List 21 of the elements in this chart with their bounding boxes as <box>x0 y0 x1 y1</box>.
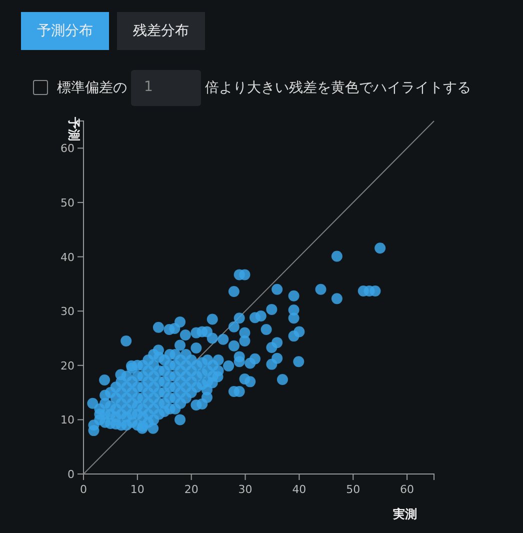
x-tick-label: 0 <box>80 483 87 496</box>
text: 標準偏差の <box>57 79 127 97</box>
x-tick-label: 60 <box>400 483 414 496</box>
y-tick-label: 60 <box>60 142 74 156</box>
button: 残差分布 <box>117 12 205 50</box>
y-tick-label: 30 <box>60 305 74 318</box>
y-axis-title: 予測 <box>67 116 81 141</box>
x-tick-label: 50 <box>346 483 360 496</box>
text: 1 <box>144 79 153 95</box>
x-tick-label: 10 <box>130 483 144 496</box>
x-tick-label: 40 <box>292 483 306 496</box>
x-tick-label: 20 <box>184 483 198 496</box>
y-tick-label: 10 <box>60 414 74 427</box>
text: 倍より大きい残差を黄色でハイライトする <box>205 79 471 97</box>
y-tick-label: 0 <box>68 468 74 481</box>
y-tick-label: 40 <box>60 250 74 264</box>
x-axis-title: 実測 <box>392 507 417 521</box>
x-tick-label: 30 <box>238 483 252 496</box>
y-tick-label: 20 <box>60 359 74 372</box>
y-tick-label: 50 <box>60 196 74 210</box>
button: 予測分布 <box>21 12 109 50</box>
